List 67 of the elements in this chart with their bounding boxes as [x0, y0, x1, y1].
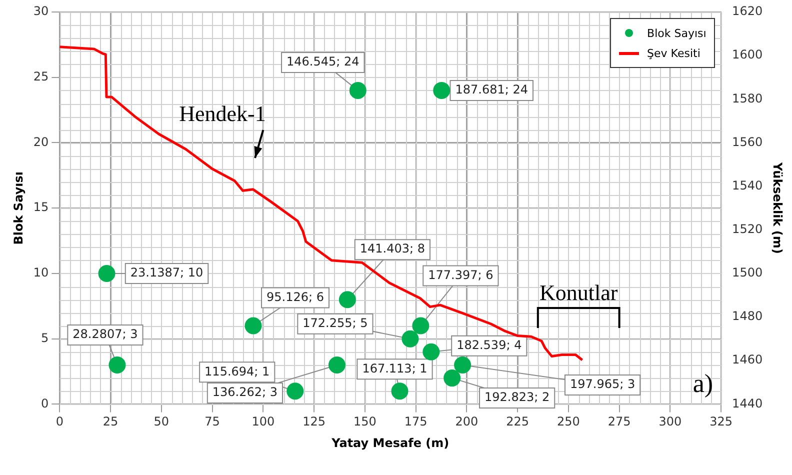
- x-tick-label: 250: [556, 414, 580, 429]
- y-tick-label: 20: [33, 134, 49, 149]
- point: [412, 317, 430, 334]
- point: [98, 264, 116, 282]
- x-tick-label: 75: [204, 414, 220, 429]
- y-tick-label: 30: [33, 4, 49, 18]
- x-tick-label: 100: [252, 414, 275, 429]
- x-tick-label: 125: [302, 414, 326, 429]
- data-label: 172.255; 5: [302, 316, 368, 330]
- y2-tick-label: 1560: [732, 134, 763, 149]
- y2-tick-label: 1620: [732, 4, 763, 18]
- y2-axis-title: Yükseklik (m): [770, 161, 785, 254]
- y-axis-title: Blok Sayısı: [11, 171, 26, 245]
- point: [338, 291, 356, 308]
- x-tick-label: 25: [102, 414, 118, 429]
- legend-label: Şev Kesiti: [647, 46, 700, 60]
- data-label: 23.1387; 10: [130, 266, 204, 280]
- data-label: 95.126; 6: [266, 290, 324, 304]
- y-tick-label: 25: [33, 69, 49, 84]
- data-label: 136.262; 3: [212, 385, 278, 400]
- x-tick-label: 300: [658, 414, 682, 429]
- point: [108, 356, 126, 374]
- legend-label: Blok Sayısı: [647, 26, 706, 40]
- point: [349, 82, 366, 99]
- y-tick-label: 5: [41, 330, 49, 345]
- x-tick-label: 175: [404, 414, 428, 429]
- data-label: 28.2807; 3: [72, 327, 138, 342]
- y-tick-label: 15: [33, 200, 49, 214]
- data-label: 115.694; 1: [204, 364, 270, 378]
- y-tick-label: 0: [41, 396, 49, 410]
- y2-tick-label: 1480: [732, 309, 763, 324]
- data-label: 146.545; 24: [286, 54, 360, 69]
- point: [244, 317, 262, 334]
- y2-tick-label: 1440: [732, 396, 763, 410]
- x-tick-label: 225: [506, 414, 530, 429]
- point: [444, 370, 461, 387]
- x-tick-label: 0: [56, 414, 64, 429]
- annotation: Hendek-1: [179, 101, 266, 126]
- y2-tick-label: 1500: [732, 266, 763, 280]
- y-tick-label: 10: [33, 266, 49, 280]
- data-label: 187.681; 24: [455, 82, 528, 97]
- x-axis-title: Yatay Mesafe (m): [330, 436, 450, 450]
- data-label: 177.397; 6: [428, 268, 494, 282]
- point: [422, 343, 440, 360]
- y2-tick-label: 1520: [732, 222, 763, 236]
- x-tick-label: 150: [353, 414, 376, 429]
- y2-tick-label: 1600: [732, 48, 763, 62]
- point: [402, 330, 419, 348]
- point: [328, 356, 346, 374]
- data-label: 141.403; 8: [360, 242, 425, 256]
- annotation: Konutlar: [540, 280, 618, 305]
- x-tick-label: 325: [710, 414, 733, 429]
- x-tick-label: 50: [154, 414, 170, 429]
- x-tick-label: 200: [455, 414, 478, 429]
- data-label: 182.539; 4: [456, 338, 522, 352]
- data-label: 197.965; 3: [570, 377, 636, 392]
- point: [454, 356, 472, 374]
- y2-tick-label: 1540: [732, 178, 763, 192]
- data-label: 167.113; 1: [362, 361, 428, 376]
- point: [433, 82, 450, 99]
- data-label: 192.823; 2: [484, 390, 550, 404]
- point: [286, 382, 304, 400]
- point: [391, 382, 408, 400]
- annotation: a): [692, 369, 714, 398]
- x-tick-label: 275: [608, 414, 631, 429]
- y2-tick-label: 1460: [732, 352, 763, 367]
- y2-tick-label: 1580: [732, 91, 763, 106]
